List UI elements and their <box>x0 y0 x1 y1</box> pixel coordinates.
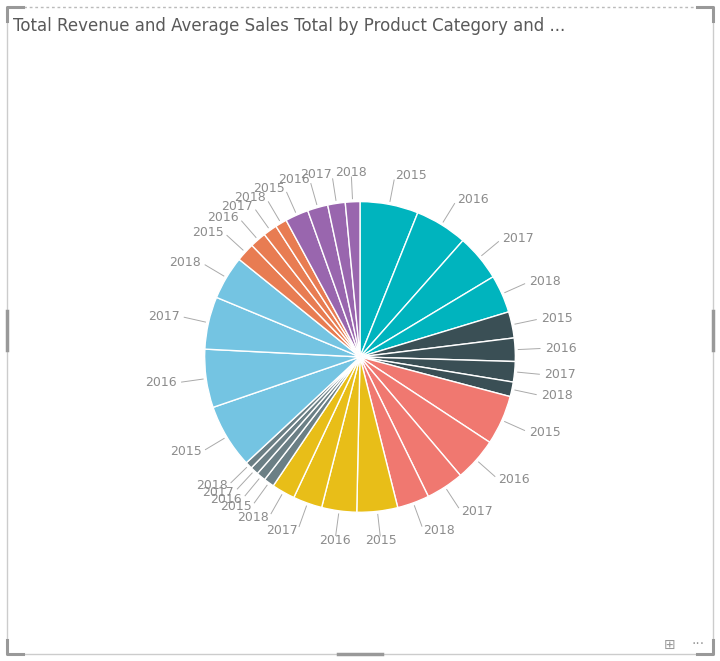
Text: 2016: 2016 <box>319 533 351 547</box>
Wedge shape <box>307 205 360 357</box>
Text: 2017: 2017 <box>202 486 234 499</box>
Wedge shape <box>360 213 463 357</box>
Wedge shape <box>264 226 360 357</box>
Wedge shape <box>322 357 360 512</box>
Text: 2018: 2018 <box>529 276 561 288</box>
Wedge shape <box>257 357 360 479</box>
Text: 2016: 2016 <box>210 493 242 506</box>
Text: 2017: 2017 <box>544 368 576 381</box>
Text: 2018: 2018 <box>237 511 269 524</box>
Text: 2015: 2015 <box>541 312 572 325</box>
Text: 2018: 2018 <box>169 256 201 269</box>
Wedge shape <box>328 202 360 357</box>
Text: 2015: 2015 <box>365 534 397 547</box>
Text: 2017: 2017 <box>502 232 534 245</box>
Wedge shape <box>360 312 514 357</box>
Text: 2018: 2018 <box>336 166 367 179</box>
Wedge shape <box>251 357 360 473</box>
Text: 2016: 2016 <box>498 473 530 486</box>
Wedge shape <box>286 211 360 357</box>
Text: 2018: 2018 <box>234 191 266 204</box>
Wedge shape <box>294 357 360 508</box>
Wedge shape <box>360 357 460 496</box>
Wedge shape <box>360 357 428 508</box>
Text: 2015: 2015 <box>253 182 285 194</box>
Text: 2017: 2017 <box>148 310 180 323</box>
Text: 2015: 2015 <box>220 500 251 513</box>
Text: 2016: 2016 <box>145 376 177 389</box>
Text: 2016: 2016 <box>207 211 238 224</box>
Text: 2016: 2016 <box>457 193 489 206</box>
Wedge shape <box>360 241 493 357</box>
Wedge shape <box>213 357 360 463</box>
Text: 2015: 2015 <box>528 426 561 439</box>
Text: 2015: 2015 <box>395 169 427 182</box>
Text: 2015: 2015 <box>170 446 202 459</box>
Wedge shape <box>274 357 360 498</box>
Wedge shape <box>276 220 360 357</box>
Wedge shape <box>360 357 516 382</box>
Text: 2017: 2017 <box>300 168 332 180</box>
Text: 2018: 2018 <box>196 479 228 492</box>
Wedge shape <box>265 357 360 486</box>
Text: 2016: 2016 <box>544 342 576 355</box>
Wedge shape <box>205 297 360 357</box>
Text: ···: ··· <box>692 637 705 652</box>
Wedge shape <box>360 338 516 362</box>
Wedge shape <box>252 235 360 357</box>
Wedge shape <box>204 349 360 407</box>
Text: 2018: 2018 <box>541 389 572 402</box>
Text: 2018: 2018 <box>423 524 455 537</box>
Text: 2017: 2017 <box>462 505 493 518</box>
Text: 2016: 2016 <box>278 173 310 186</box>
Wedge shape <box>217 259 360 357</box>
Text: 2017: 2017 <box>221 200 253 213</box>
Wedge shape <box>360 202 418 357</box>
Text: ⊞: ⊞ <box>664 637 675 652</box>
Text: 2015: 2015 <box>192 226 223 239</box>
Text: 2017: 2017 <box>266 524 297 537</box>
Wedge shape <box>360 357 490 475</box>
Wedge shape <box>356 357 397 512</box>
Wedge shape <box>239 245 360 357</box>
Wedge shape <box>360 277 508 357</box>
Wedge shape <box>360 357 513 397</box>
Text: Total Revenue and Average Sales Total by Product Category and ...: Total Revenue and Average Sales Total by… <box>13 17 565 34</box>
Wedge shape <box>345 202 360 357</box>
Wedge shape <box>246 357 360 468</box>
Wedge shape <box>360 357 510 442</box>
